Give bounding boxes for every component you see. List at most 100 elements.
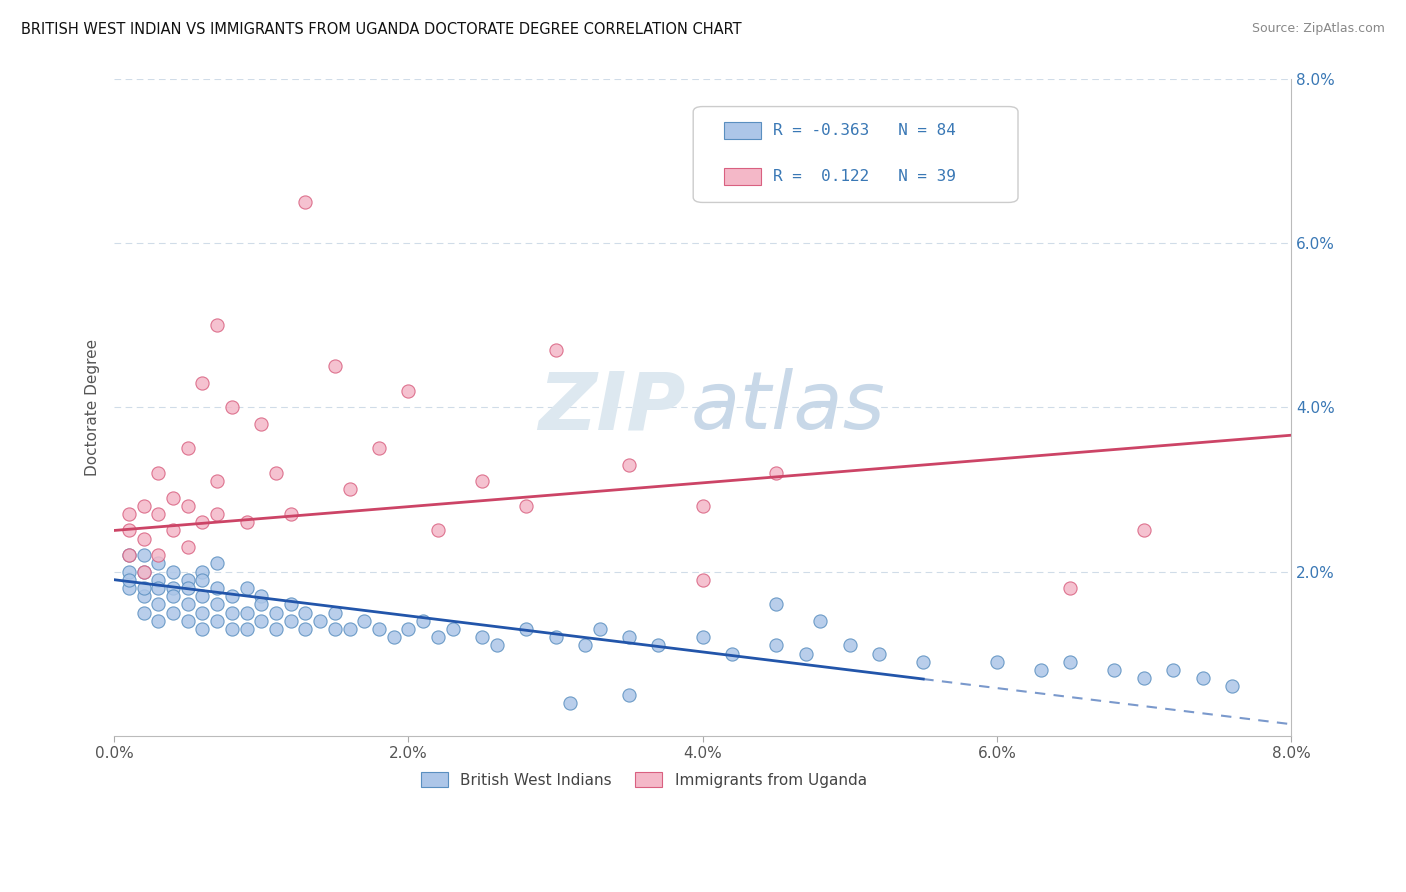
Point [221, 401, 243, 415]
Point [235, 515, 257, 529]
FancyBboxPatch shape [693, 106, 1018, 202]
Point [1163, 663, 1185, 677]
Point [132, 589, 155, 603]
Point [118, 507, 141, 521]
Point [294, 622, 316, 636]
Point [191, 565, 214, 579]
Point [191, 606, 214, 620]
Point [588, 622, 610, 636]
Point [1191, 671, 1213, 685]
Text: atlas: atlas [690, 368, 886, 446]
Point [221, 606, 243, 620]
Point [692, 630, 714, 644]
Point [808, 614, 831, 628]
Point [205, 556, 228, 570]
Point [1133, 671, 1156, 685]
Point [441, 622, 464, 636]
Point [765, 466, 787, 480]
Point [617, 630, 640, 644]
Point [396, 622, 419, 636]
Point [485, 639, 508, 653]
Point [148, 507, 170, 521]
Point [191, 589, 214, 603]
Point [221, 622, 243, 636]
Point [1059, 581, 1081, 595]
Point [765, 639, 787, 653]
Point [191, 515, 214, 529]
Text: R =  0.122   N = 39: R = 0.122 N = 39 [773, 169, 956, 185]
Point [162, 606, 184, 620]
Text: BRITISH WEST INDIAN VS IMMIGRANTS FROM UGANDA DOCTORATE DEGREE CORRELATION CHART: BRITISH WEST INDIAN VS IMMIGRANTS FROM U… [21, 22, 742, 37]
Point [838, 639, 860, 653]
Point [323, 622, 346, 636]
Point [647, 639, 669, 653]
Point [1029, 663, 1052, 677]
Point [191, 573, 214, 587]
Point [148, 573, 170, 587]
Point [396, 384, 419, 398]
Point [515, 499, 537, 513]
Point [132, 548, 155, 562]
Point [148, 598, 170, 612]
Point [574, 639, 596, 653]
Point [692, 499, 714, 513]
Point [353, 614, 375, 628]
Point [617, 458, 640, 472]
Point [205, 614, 228, 628]
Point [382, 630, 405, 644]
Point [264, 466, 287, 480]
Point [132, 565, 155, 579]
Point [148, 581, 170, 595]
Point [280, 614, 302, 628]
Point [132, 532, 155, 546]
Y-axis label: Doctorate Degree: Doctorate Degree [86, 339, 100, 476]
Point [617, 688, 640, 702]
Point [118, 581, 141, 595]
Point [1220, 680, 1243, 694]
Point [426, 524, 449, 538]
Point [544, 630, 567, 644]
Point [118, 548, 141, 562]
Point [191, 376, 214, 390]
Point [471, 630, 494, 644]
Point [368, 622, 391, 636]
Point [148, 466, 170, 480]
Text: ZIP: ZIP [537, 368, 685, 446]
Point [339, 622, 361, 636]
Point [560, 696, 582, 710]
Point [235, 581, 257, 595]
Point [205, 474, 228, 488]
Point [177, 573, 200, 587]
Point [264, 606, 287, 620]
Legend: British West Indians, Immigrants from Uganda: British West Indians, Immigrants from Ug… [415, 765, 873, 794]
Point [132, 565, 155, 579]
Point [162, 491, 184, 505]
Point [162, 565, 184, 579]
Point [721, 647, 744, 661]
Point [205, 507, 228, 521]
Point [309, 614, 332, 628]
Point [250, 614, 273, 628]
Point [471, 474, 494, 488]
Text: R = -0.363   N = 84: R = -0.363 N = 84 [773, 123, 956, 138]
Point [1104, 663, 1126, 677]
Point [794, 647, 817, 661]
Point [868, 647, 890, 661]
Point [250, 589, 273, 603]
Point [118, 565, 141, 579]
Point [205, 581, 228, 595]
Point [986, 655, 1008, 669]
Text: Source: ZipAtlas.com: Source: ZipAtlas.com [1251, 22, 1385, 36]
Point [148, 548, 170, 562]
Point [692, 573, 714, 587]
Point [412, 614, 434, 628]
Point [132, 581, 155, 595]
Point [148, 614, 170, 628]
Point [368, 442, 391, 456]
Point [148, 556, 170, 570]
Point [294, 606, 316, 620]
Point [912, 655, 935, 669]
Point [132, 499, 155, 513]
Point [264, 622, 287, 636]
Point [235, 606, 257, 620]
